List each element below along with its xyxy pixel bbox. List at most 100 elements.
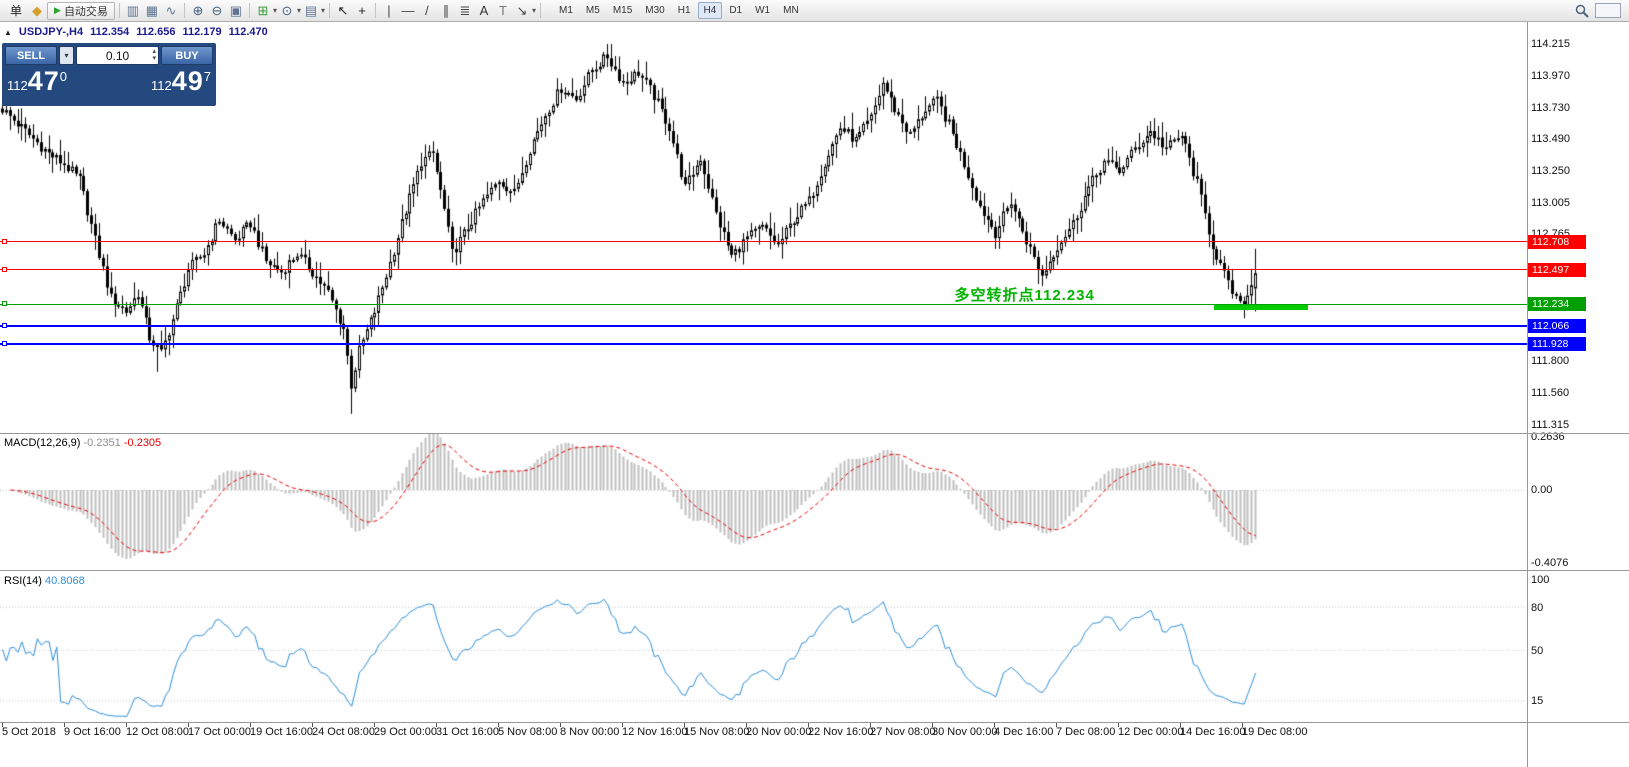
tile-windows-icon[interactable]: ▣ [229, 2, 243, 18]
price-chart-canvas[interactable] [0, 21, 1527, 434]
horizontal-line-111.928[interactable] [0, 343, 1527, 346]
candlestick-chart-icon[interactable]: ▦ [145, 2, 159, 18]
periods-icon-dropdown[interactable]: ▾ [296, 6, 301, 15]
template-icon-dropdown[interactable]: ▾ [320, 6, 325, 15]
rsi-scale-label: 50 [1531, 645, 1544, 657]
line-chart-icon[interactable]: ∿ [165, 2, 177, 18]
time-tick [126, 723, 127, 727]
volume-stepper[interactable]: ▴ ▾ [152, 48, 156, 62]
sell-price: 112470 [7, 66, 67, 96]
time-axis-label: 12 Dec 00:00 [1118, 726, 1184, 738]
toolbar-separator [183, 3, 185, 18]
shapes-icon-dropdown[interactable]: ▾ [531, 6, 536, 15]
line-handle[interactable] [2, 238, 7, 244]
time-axis-label: 5 Oct 2018 [2, 726, 56, 738]
shapes-icon[interactable]: ↘ [516, 2, 528, 18]
bar-chart-icon[interactable]: ▥ [126, 2, 140, 18]
support-segment[interactable] [1214, 304, 1308, 310]
pane-separator[interactable] [0, 570, 1629, 571]
sell-button[interactable]: SELL [5, 46, 57, 65]
horizontal-line-112.497[interactable] [0, 269, 1527, 271]
toolbar-separator [540, 3, 541, 18]
time-axis-label: 17 Oct 00:00 [188, 726, 251, 738]
line-handle[interactable] [2, 301, 7, 307]
timeframe-m1[interactable]: M1 [559, 5, 573, 16]
rsi-label: RSI(14) [4, 575, 42, 587]
buy-price-big: 49 [171, 66, 204, 96]
price-axis-label: 111.800 [1531, 355, 1570, 368]
time-tick [622, 723, 623, 727]
line-handle[interactable] [2, 341, 7, 347]
line-handle[interactable] [2, 266, 7, 272]
line-handle[interactable] [2, 323, 7, 329]
horizontal-line-112.066[interactable] [0, 325, 1527, 328]
time-tick [1242, 723, 1243, 727]
timeframe-m5[interactable]: M5 [585, 5, 600, 16]
new-chart-icon[interactable]: ⊞ [257, 2, 269, 18]
macd-scale-label: 0.00 [1531, 484, 1553, 496]
timeframe-m15[interactable]: M15 [612, 5, 633, 16]
time-axis-label: 19 Dec 08:00 [1242, 726, 1308, 738]
price-axis-label: 111.560 [1531, 386, 1570, 399]
search-icon[interactable] [1575, 4, 1589, 18]
vertical-line-icon[interactable]: | [387, 3, 391, 18]
chart-title: ▲ USDJPY-,H4 112.354 112.656 112.179 112… [4, 26, 268, 38]
macd-signal-value: -0.2305 [123, 437, 162, 449]
time-tick [250, 723, 251, 727]
turning-point-annotation[interactable]: 多空转折点112.234 [954, 286, 1095, 304]
time-axis-label: 29 Oct 00:00 [374, 726, 437, 738]
time-tick [746, 723, 747, 727]
horizontal-line-112.234[interactable] [0, 303, 1527, 305]
time-tick [932, 723, 933, 727]
timeframe-d1[interactable]: D1 [729, 5, 743, 16]
timeframe-m30[interactable]: M30 [645, 5, 665, 16]
new-order-icon[interactable]: ◆ [32, 2, 43, 18]
time-axis-label: 22 Nov 16:00 [808, 726, 874, 738]
timeframe-mn[interactable]: MN [783, 5, 799, 16]
trade-panel-prices: 112470 112497 [5, 66, 213, 96]
autotrading-button[interactable]: ▶ 自动交易 [47, 1, 115, 20]
autotrading-label: 自动交易 [63, 5, 108, 18]
volume-dropdown[interactable]: ▾ [59, 46, 74, 65]
zoom-in-icon[interactable]: ⊕ [192, 2, 204, 18]
panel-toggle-icon[interactable]: ▲ [4, 27, 12, 37]
trade-panel-buttons: SELL ▾ 0.10 ▴ ▾ BUY [5, 46, 213, 65]
volume-input[interactable]: 0.10 ▴ ▾ [76, 46, 159, 65]
window-box-icon[interactable] [1595, 3, 1621, 18]
menu-item-orders[interactable]: 单 [10, 4, 23, 18]
price-tag-112.497: 112.497 [1528, 262, 1586, 277]
trendline-icon[interactable]: / [425, 3, 429, 18]
cursor-icon[interactable]: ↖ [337, 2, 349, 18]
time-axis-label: 14 Dec 16:00 [1180, 726, 1246, 738]
toolbar-separator [118, 3, 120, 18]
new-chart-icon-dropdown[interactable]: ▾ [272, 6, 277, 15]
toolbar-right-group [1575, 3, 1625, 18]
macd-label-row: MACD(12,26,9) -0.2351 -0.2305 [4, 437, 162, 449]
crosshair-icon[interactable]: + [358, 3, 366, 18]
time-tick [1118, 723, 1119, 727]
rsi-pane-canvas[interactable] [0, 571, 1527, 723]
time-tick [374, 723, 375, 727]
chart-symbol-period: USDJPY-,H4 [18, 26, 84, 38]
horizontal-line-112.708[interactable] [0, 241, 1527, 243]
label-icon[interactable]: T [499, 3, 507, 18]
toolbar-separator [374, 3, 376, 18]
template-icon[interactable]: ▤ [304, 2, 318, 18]
periods-icon[interactable]: ⊙ [281, 2, 293, 18]
zoom-out-icon[interactable]: ⊖ [211, 2, 223, 18]
text-icon[interactable]: A [479, 3, 489, 18]
timeframe-h4[interactable]: H4 [697, 2, 723, 19]
price-tag-111.928: 111.928 [1528, 337, 1586, 352]
fibonacci-icon[interactable]: ≣ [459, 2, 471, 18]
channel-icon[interactable]: ∥ [442, 2, 450, 18]
macd-pane-canvas[interactable] [0, 434, 1527, 571]
horizontal-line-icon[interactable]: — [401, 3, 415, 18]
time-axis-label: 20 Nov 00:00 [746, 726, 812, 738]
timeframe-h1[interactable]: H1 [677, 5, 691, 16]
time-tick [870, 723, 871, 727]
timeframe-w1[interactable]: W1 [755, 5, 771, 16]
macd-scale-label: 0.2636 [1531, 431, 1565, 443]
rsi-value: 40.8068 [44, 575, 85, 587]
buy-button[interactable]: BUY [161, 46, 213, 65]
pane-separator[interactable] [0, 433, 1629, 434]
